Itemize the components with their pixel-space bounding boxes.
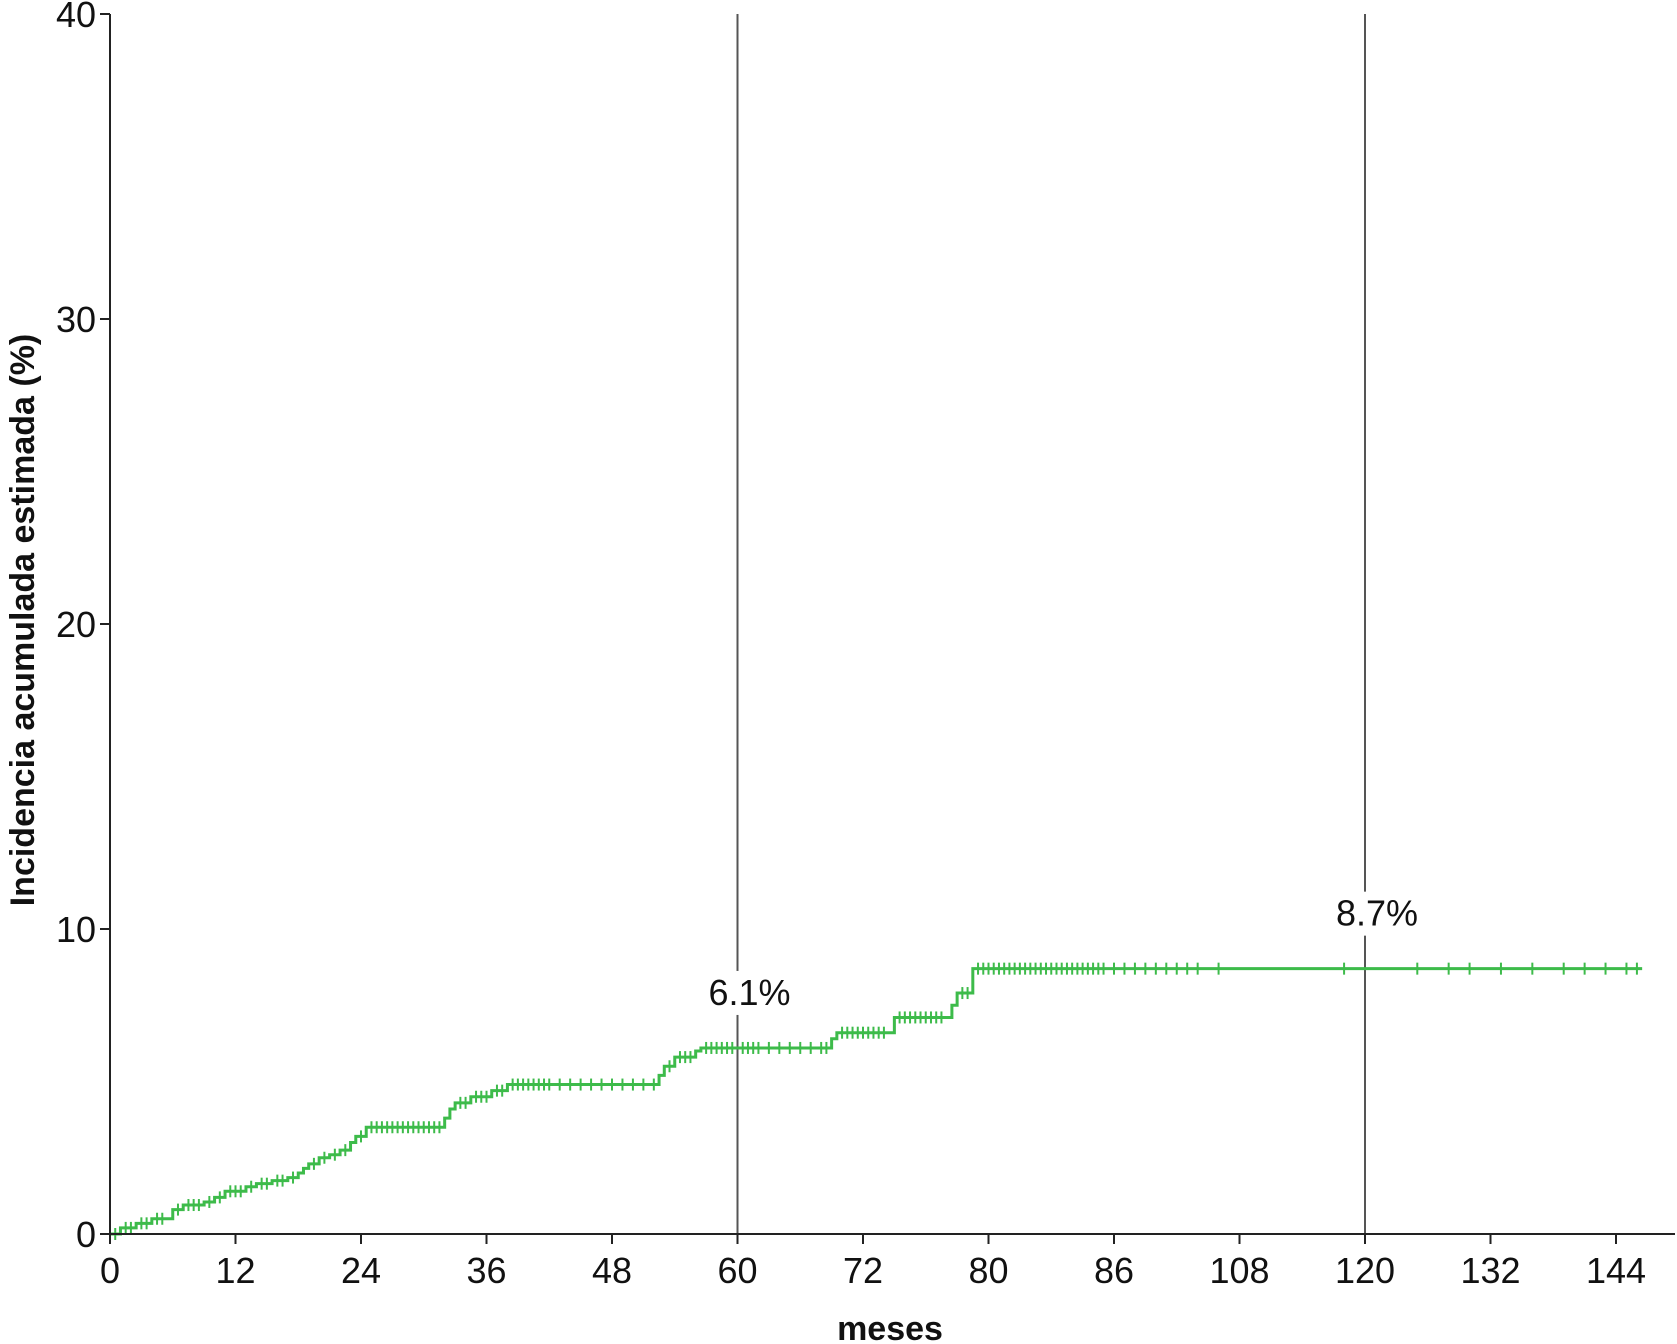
y-axis-title: Incidencia acumulada estimada (%) xyxy=(4,334,42,907)
x-tick-label: 86 xyxy=(1094,1250,1134,1291)
x-tick-label: 36 xyxy=(466,1250,506,1291)
x-tick-label: 72 xyxy=(843,1250,883,1291)
x-tick-label: 12 xyxy=(215,1250,255,1291)
x-tick-label: 48 xyxy=(592,1250,632,1291)
x-tick-label: 60 xyxy=(717,1250,757,1291)
annotation-background xyxy=(723,970,752,1015)
annotation-label: 6.1% xyxy=(708,972,790,1013)
annotations: 6.1% 8.7% xyxy=(708,891,1418,1015)
curve-layer xyxy=(110,962,1643,1240)
y-tick-label: 40 xyxy=(56,0,96,35)
y-tick-label: 20 xyxy=(56,604,96,645)
y-tick-label: 10 xyxy=(56,909,96,950)
y-tick-label: 30 xyxy=(56,299,96,340)
annotation-background xyxy=(1351,891,1379,936)
y-tick-label: 0 xyxy=(76,1214,96,1255)
x-tick-label: 80 xyxy=(968,1250,1008,1291)
x-axis-title: meses xyxy=(837,1310,943,1344)
x-tick-label: 144 xyxy=(1586,1250,1646,1291)
x-tick-label: 132 xyxy=(1460,1250,1520,1291)
x-tick-label: 0 xyxy=(100,1250,120,1291)
x-tick-label: 108 xyxy=(1209,1250,1269,1291)
x-tick-label: 24 xyxy=(341,1250,381,1291)
reference-lines xyxy=(736,14,1366,1234)
axes: 0 10 20 30 40 0 12 24 36 48 60 72 80 86 108 120 132 144 xyxy=(56,0,1675,1291)
x-tick-label: 120 xyxy=(1335,1250,1395,1291)
series-line xyxy=(110,967,1643,1236)
annotation-label: 8.7% xyxy=(1336,893,1418,934)
